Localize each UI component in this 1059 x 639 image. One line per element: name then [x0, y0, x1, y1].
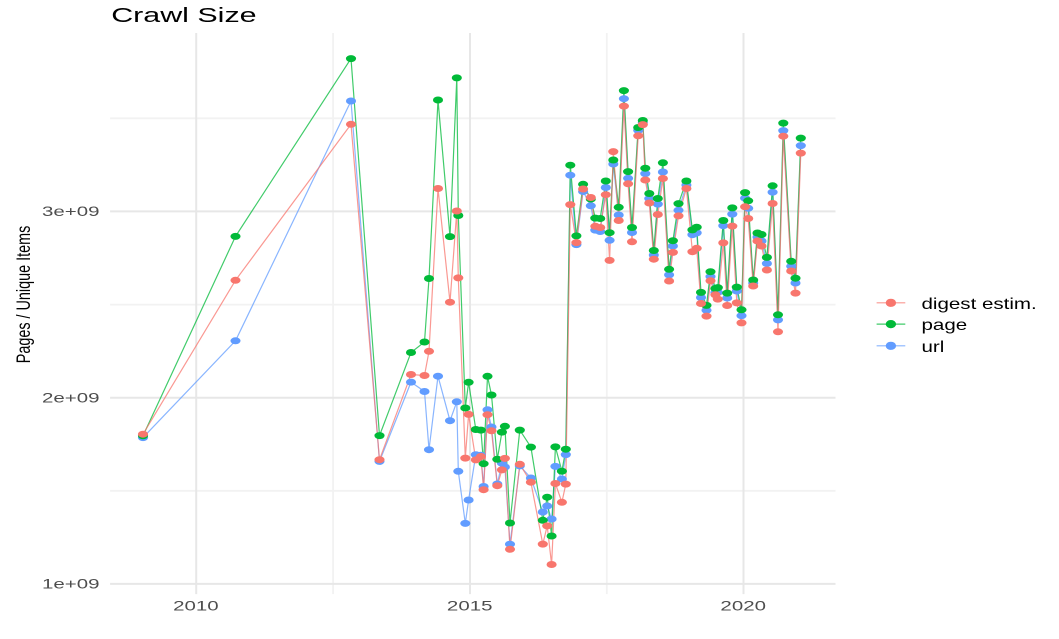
svg-text:3e+09: 3e+09	[42, 204, 100, 219]
svg-text:url: url	[922, 337, 945, 355]
svg-text:Pages / Unique Items: Pages / Unique Items	[12, 225, 35, 363]
svg-text:Crawl Size: Crawl Size	[111, 3, 256, 27]
svg-text:page: page	[922, 315, 968, 333]
svg-text:digest estim.: digest estim.	[922, 294, 1037, 312]
svg-text:2015: 2015	[447, 598, 493, 613]
svg-text:2e+09: 2e+09	[42, 390, 100, 405]
svg-text:2020: 2020	[720, 598, 766, 613]
svg-text:1e+09: 1e+09	[42, 576, 100, 591]
svg-text:2010: 2010	[173, 598, 219, 613]
